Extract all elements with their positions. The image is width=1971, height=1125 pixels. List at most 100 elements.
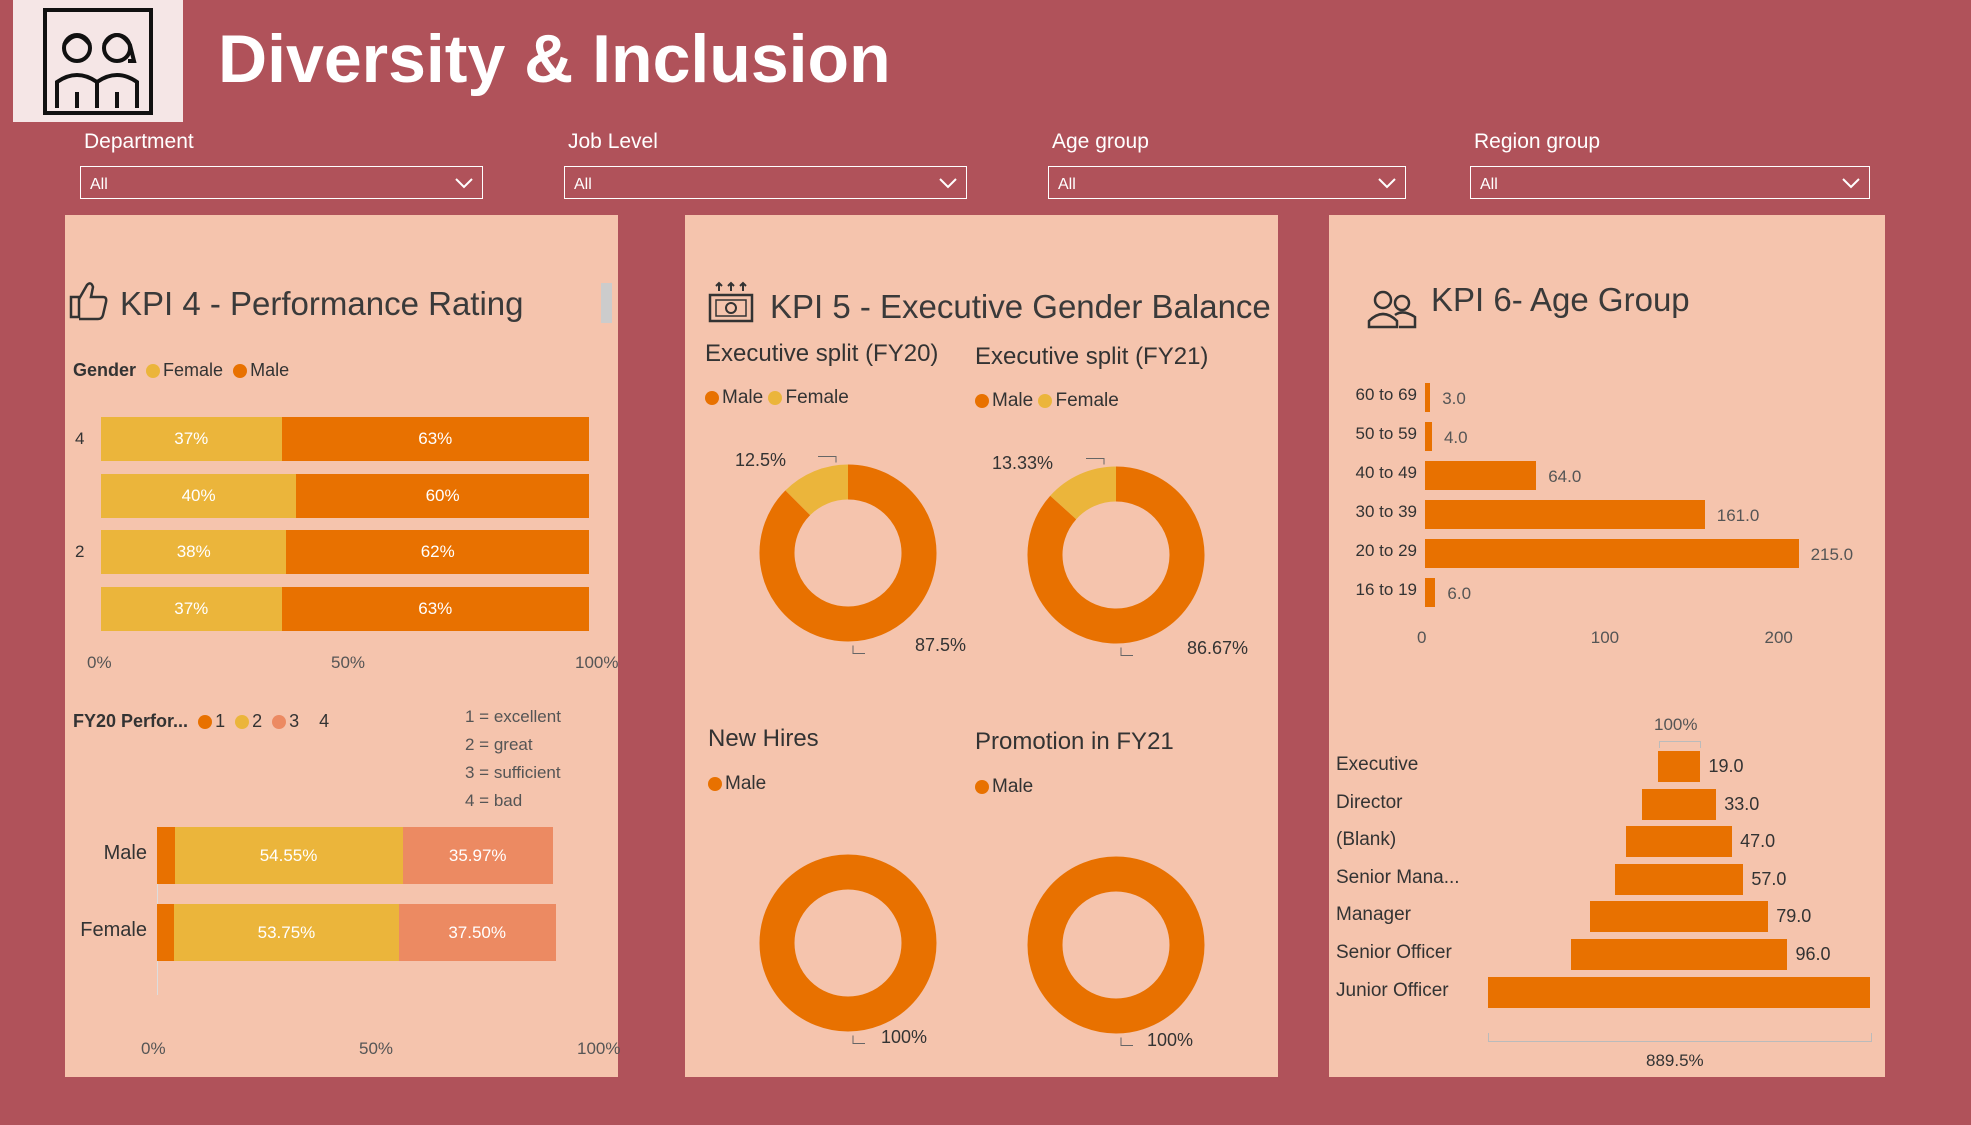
- bar-category-label: 20 to 29: [1355, 541, 1417, 560]
- bar: [1425, 461, 1537, 490]
- bar-segment: [157, 827, 175, 884]
- bar-segment: 37.50%: [398, 904, 556, 961]
- new-hires-title: New Hires: [708, 725, 819, 752]
- bar: [1425, 578, 1436, 607]
- funnel-bracket: [1659, 741, 1701, 748]
- bar-category-label: 2: [75, 542, 85, 561]
- bar-data-label: 6.0: [1447, 584, 1472, 603]
- bar-data-label: 3.0: [1442, 389, 1466, 408]
- kpi6-card: KPI 6- Age Group 60 to 69 3.0 50 to 59 4.0 4…: [1329, 215, 1885, 1077]
- leader-line: [852, 1035, 865, 1044]
- department-value: All: [90, 176, 108, 193]
- bar-segment: 38%: [101, 530, 287, 574]
- funnel-bar: [1641, 788, 1717, 820]
- female-legend-label: Female: [1055, 390, 1119, 411]
- male-legend-label: Male: [250, 360, 290, 380]
- male-legend-label: Male: [722, 387, 764, 408]
- fy20-performance-chart: Male 54.55% 35.97% Female 53.75% 37.50% 0% 50% 1…: [65, 815, 620, 1077]
- male-legend-dot: [975, 779, 989, 794]
- fy21-split-donut: [1027, 458, 1205, 656]
- x-tick-label: 0%: [87, 653, 112, 672]
- bar-data-label: 4.0: [1443, 428, 1468, 447]
- funnel-data-label: 47.0: [1740, 831, 1776, 852]
- job-level-value: All: [574, 176, 592, 193]
- kpi5-card: KPI 5 - Executive Gender Balance Executi…: [685, 215, 1278, 1077]
- male-legend-dot: [975, 393, 989, 408]
- rating-notes: 1 = excellent 2 = great 3 = sufficient 4…: [465, 703, 561, 815]
- region-group-dropdown[interactable]: All: [1470, 166, 1870, 199]
- male-legend-label: Male: [992, 390, 1034, 411]
- funnel-bar: [1589, 901, 1769, 933]
- fy20-split-donut: [759, 456, 937, 654]
- chevron-down-icon: [455, 178, 473, 189]
- people-icon: [43, 8, 153, 115]
- female-legend-label: Female: [163, 360, 224, 380]
- funnel-top-label: 100%: [1654, 715, 1698, 734]
- bar-segment: 62%: [286, 530, 589, 574]
- funnel-data-label: 79.0: [1776, 906, 1812, 927]
- bar-segment: 60%: [296, 473, 589, 518]
- male-legend-label: Male: [725, 773, 767, 794]
- thumbs-up-icon: [69, 282, 108, 321]
- gender-legend-title: Gender: [73, 360, 137, 380]
- chevron-down-icon: [939, 178, 957, 189]
- donut-slice: [759, 854, 937, 1032]
- kpi4-title: KPI 4 - Performance Rating: [120, 285, 524, 322]
- funnel-data-label: 96.0: [1795, 944, 1831, 964]
- funnel-data-label: 19.0: [1708, 756, 1744, 776]
- bar-segment: 53.75%: [174, 904, 399, 961]
- rating-3-legend-label: 3: [289, 711, 300, 731]
- rating-note: 1 = excellent: [465, 707, 561, 726]
- bar-category-label: 40 to 49: [1355, 463, 1417, 482]
- funnel-category-label: Executive: [1336, 754, 1419, 775]
- female-legend-dot: [146, 364, 161, 379]
- scrollbar[interactable]: [601, 283, 612, 323]
- kpi5-title: KPI 5 - Executive Gender Balance: [770, 288, 1271, 325]
- fy21-split-title: Executive split (FY21): [975, 343, 1209, 370]
- job-level-slicer-label: Job Level: [568, 130, 658, 153]
- fy20-split-legend: Male Female: [705, 387, 849, 409]
- funnel-bracket: [1488, 1033, 1872, 1042]
- donut-label-female: 12.5%: [735, 450, 787, 470]
- leader-line: [818, 456, 837, 463]
- bar-segment: 37%: [101, 586, 282, 631]
- donut-slice: [1027, 466, 1205, 644]
- job-level-chart: 100% Executive 19.0 Director 33.0 (Blank) 47.0…: [1329, 705, 1885, 1077]
- x-tick-label: 100%: [575, 653, 619, 672]
- male-legend-dot: [705, 390, 719, 405]
- kpi4-card: KPI 4 - Performance Rating Gender Female…: [65, 215, 620, 1077]
- funnel-bar: [1614, 863, 1744, 895]
- bar-category-label: Male: [103, 842, 147, 864]
- age-group-value: All: [1058, 176, 1076, 193]
- job-level-dropdown[interactable]: All: [564, 166, 967, 199]
- age-group-chart: 60 to 69 3.0 50 to 59 4.0 40 to 49 64.0 30 to …: [1329, 355, 1885, 685]
- donut-label-female: 13.33%: [992, 453, 1054, 473]
- donut-slice: [1027, 856, 1205, 1034]
- funnel-data-label: 57.0: [1751, 868, 1787, 889]
- bar: [1425, 539, 1799, 568]
- cash-icon: [708, 281, 754, 323]
- funnel-category-label: Junior Officer: [1336, 979, 1449, 1001]
- rating-note: 4 = bad: [465, 791, 523, 810]
- bar-segment: 54.55%: [174, 827, 403, 884]
- bar-segment: 63%: [281, 586, 589, 631]
- bar-category-label: 4: [75, 429, 85, 448]
- x-tick-label: 0%: [141, 1039, 166, 1058]
- bar: [1425, 422, 1432, 451]
- fy20-legend-title: FY20 Perfor...: [73, 711, 189, 731]
- donut-label-male: 86.67%: [1187, 638, 1249, 658]
- new-hires-donut: [759, 854, 937, 1044]
- age-group-dropdown[interactable]: All: [1048, 166, 1406, 199]
- bar-category-label: 60 to 69: [1355, 385, 1417, 404]
- gender-legend: Gender Female Male: [73, 360, 289, 381]
- region-group-value: All: [1480, 176, 1498, 193]
- donut-label-male: 100%: [881, 1027, 928, 1047]
- male-legend-dot: [233, 364, 248, 379]
- department-dropdown[interactable]: All: [80, 166, 483, 199]
- bar: [1425, 500, 1705, 529]
- bar-segment: 63%: [281, 417, 589, 461]
- bar-segment: 37%: [101, 417, 282, 461]
- bar-category-label: 30 to 39: [1355, 502, 1417, 521]
- bar-category-label: 50 to 59: [1355, 424, 1417, 443]
- new-hires-legend: Male: [708, 773, 766, 795]
